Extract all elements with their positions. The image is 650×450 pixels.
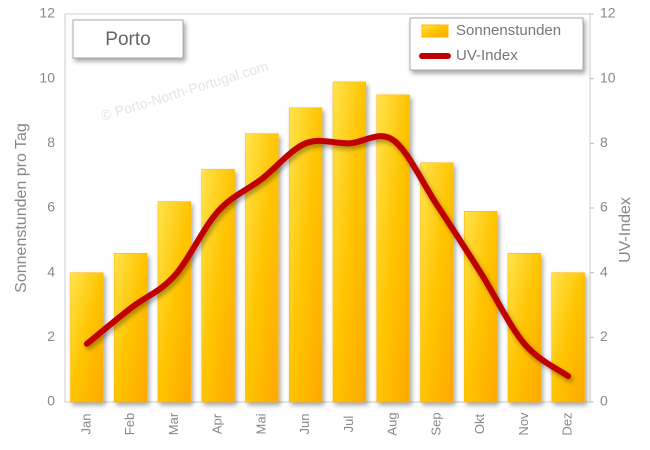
x-tick-label: Okt [472, 414, 487, 435]
x-tick-label: Jun [297, 414, 312, 435]
x-tick-label: Mai [253, 413, 268, 434]
y-tick-label: 8 [47, 134, 55, 150]
y2-tick-label: 0 [600, 393, 608, 409]
y2-tick-label: 10 [600, 69, 616, 85]
bar [245, 133, 279, 403]
y2-tick-label: 12 [600, 5, 616, 21]
x-tick-label: Sep [428, 412, 443, 435]
x-tick-label: Apr [210, 413, 225, 434]
bar [332, 81, 367, 403]
bar [463, 210, 498, 403]
y-tick-label: 0 [47, 393, 55, 409]
y-tick-label: 12 [39, 5, 55, 21]
legend-swatch [421, 24, 449, 38]
y-tick-label: 10 [39, 69, 55, 85]
y2-tick-label: 6 [600, 199, 608, 215]
bar [288, 107, 323, 403]
legend-label: Sonnenstunden [456, 22, 561, 39]
plot-area [64, 13, 591, 403]
x-tick-label: Jan [78, 414, 93, 435]
x-tick-label: Aug [385, 412, 400, 435]
x-tick-label: Jul [341, 416, 356, 433]
legend-label: UV-Index [456, 47, 518, 64]
bar [113, 253, 148, 403]
bar [376, 94, 410, 403]
y-axis-label: Sonnenstunden pro Tag [13, 123, 30, 293]
y-tick-label: 4 [47, 263, 55, 279]
x-tick-label: Mar [166, 412, 181, 435]
bar [157, 201, 192, 403]
x-tick-label: Nov [516, 412, 531, 436]
title-box [72, 19, 184, 59]
bar [551, 272, 585, 403]
y2-axis-label: UV-Index [617, 197, 634, 263]
y2-tick-label: 4 [600, 263, 608, 279]
line [83, 133, 572, 380]
y2-tick-label: 2 [600, 328, 608, 344]
y-tick-label: 2 [47, 328, 55, 344]
y2-tick-label: 8 [600, 134, 608, 150]
y-tick-label: 6 [47, 199, 55, 215]
chart-title: Porto [105, 29, 150, 50]
bar [420, 162, 454, 403]
x-tick-label: Feb [122, 413, 137, 435]
x-tick-label: Dez [560, 412, 575, 435]
